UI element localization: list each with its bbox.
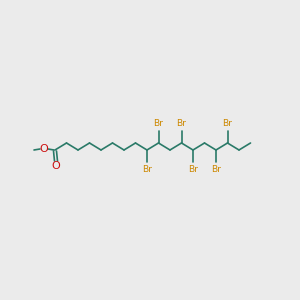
Text: Br: Br bbox=[177, 119, 186, 128]
Text: Br: Br bbox=[223, 119, 232, 128]
Text: Br: Br bbox=[211, 165, 221, 174]
Text: O: O bbox=[40, 144, 48, 154]
Text: Br: Br bbox=[188, 165, 198, 174]
Text: Br: Br bbox=[142, 165, 152, 174]
Text: Br: Br bbox=[154, 119, 164, 128]
Text: O: O bbox=[52, 161, 60, 171]
